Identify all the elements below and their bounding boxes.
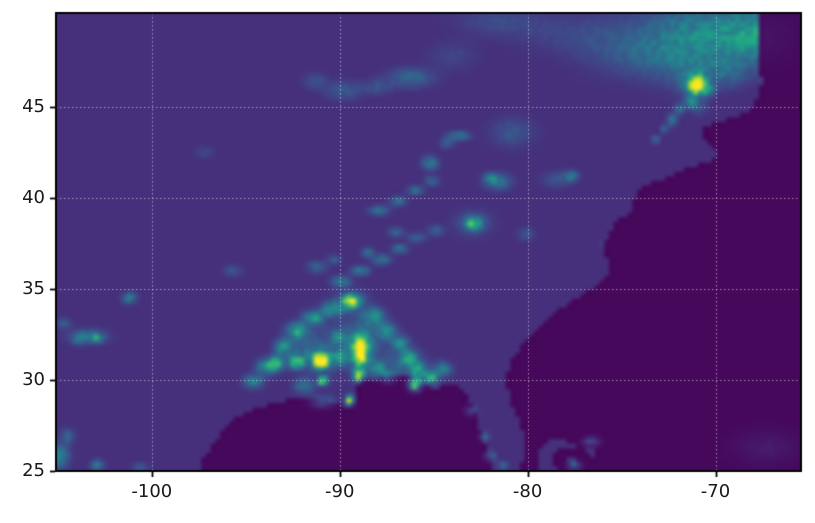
x-tick-label: -70 [700,481,731,502]
y-tick-label: 35 [22,277,45,299]
y-tick-label: 45 [22,95,45,117]
y-tick-label: 25 [22,460,45,481]
y-tick-label: 30 [22,368,45,390]
x-tick-label: -100 [131,481,173,502]
x-tick-label: -90 [325,481,355,502]
y-tick-label: 40 [22,186,45,208]
x-tick-label: -80 [512,481,543,502]
